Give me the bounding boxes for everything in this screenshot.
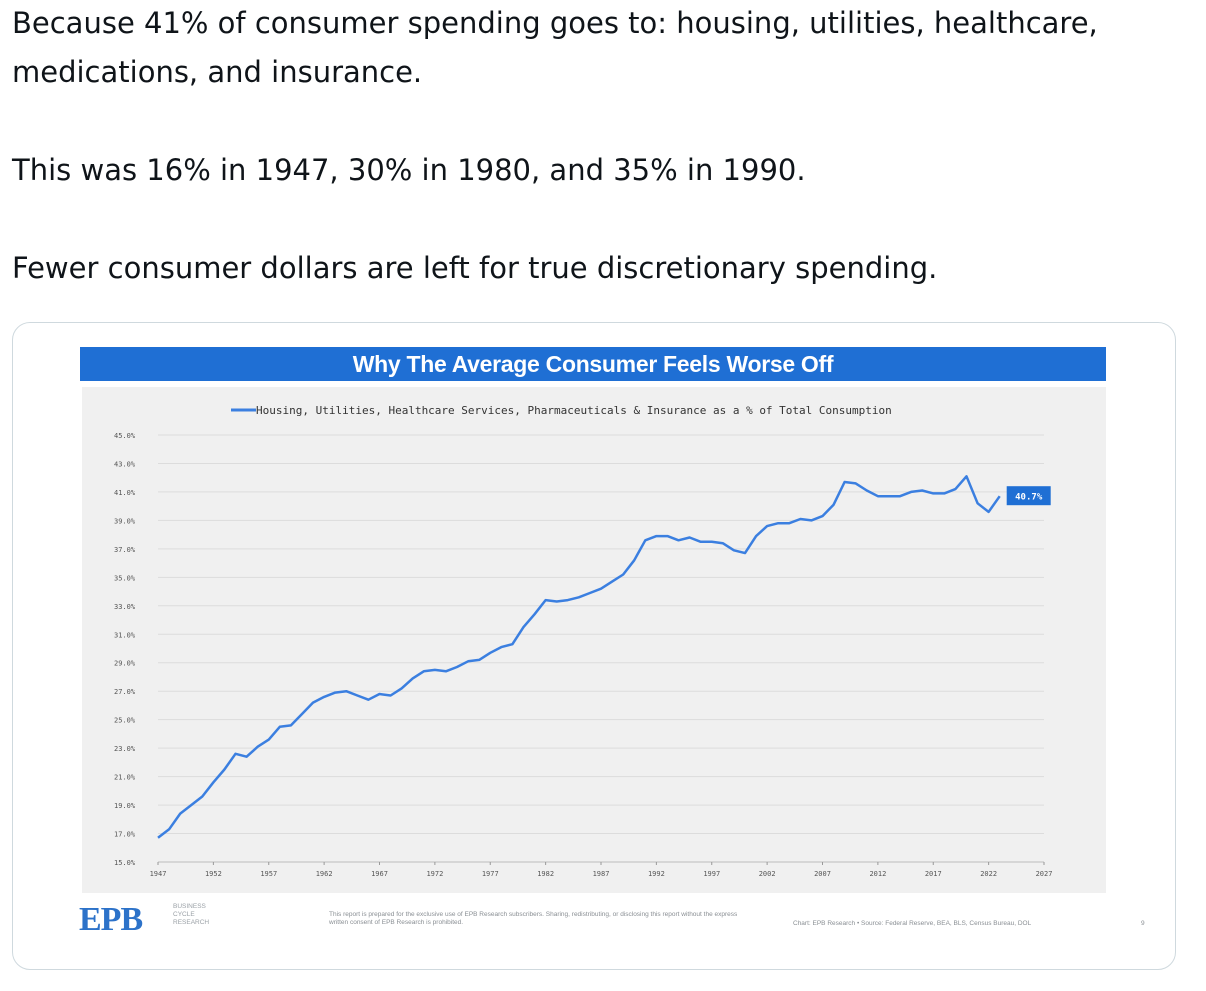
source-text: Chart: EPB Research • Source: Federal Re… xyxy=(793,920,1032,927)
y-tick-label: 41.0% xyxy=(114,489,136,497)
x-tick-label: 1977 xyxy=(482,870,499,878)
x-tick-label: 2017 xyxy=(925,870,942,878)
epb-logo: EPB xyxy=(79,901,143,938)
x-tick-label: 1947 xyxy=(150,870,167,878)
y-tick-label: 33.0% xyxy=(114,603,136,611)
series-line xyxy=(157,475,1001,839)
chart-panel xyxy=(82,387,1106,893)
x-tick-label: 1957 xyxy=(260,870,277,878)
y-tick-label: 21.0% xyxy=(114,774,136,782)
epb-logo-subtitle: BUSINESS CYCLE RESEARCH xyxy=(173,903,209,927)
y-tick-label: 27.0% xyxy=(114,688,136,696)
y-tick-label: 19.0% xyxy=(114,802,136,810)
end-label-box xyxy=(1006,486,1051,506)
y-tick-label: 31.0% xyxy=(114,631,136,639)
y-tick-label: 17.0% xyxy=(114,831,136,839)
y-tick-label: 45.0% xyxy=(114,432,136,440)
x-tick-label: 1982 xyxy=(537,870,554,878)
line-chart: 15.0% 17.0% 19.0% 21.0% 23.0% 25.0% 27.0% 29.0%… xyxy=(114,404,1053,878)
y-tick-label: 23.0% xyxy=(114,745,136,753)
tweet-paragraph-3: Fewer consumer dollars are left for true… xyxy=(12,251,938,285)
logo-sub-line: RESEARCH xyxy=(173,919,210,926)
y-tick-label: 35.0% xyxy=(114,574,136,582)
y-tick-label: 43.0% xyxy=(114,460,136,468)
y-tick-label: 29.0% xyxy=(114,660,136,668)
media-card[interactable]: Why The Average Consumer Feels Worse Off… xyxy=(12,322,1176,970)
page-number: 9 xyxy=(1141,920,1145,927)
tweet-paragraph-1: Because 41% of consumer spending goes to… xyxy=(12,6,1098,89)
logo-sub-line: CYCLE xyxy=(173,911,195,918)
x-tick-label: 1962 xyxy=(316,870,333,878)
tweet-text: Because 41% of consumer spending goes to… xyxy=(12,0,1192,342)
x-tick-label: 2002 xyxy=(759,870,776,878)
y-tick-label: 39.0% xyxy=(114,517,136,525)
disclaimer-text: This report is prepared for the exclusiv… xyxy=(329,911,738,926)
x-tick-label: 1972 xyxy=(426,870,443,878)
x-tick-label: 2012 xyxy=(869,870,886,878)
y-tick-label: 15.0% xyxy=(114,859,136,867)
x-tick-label: 1992 xyxy=(648,870,665,878)
legend-label: Housing, Utilities, Healthcare Services,… xyxy=(256,404,892,417)
y-tick-label: 37.0% xyxy=(114,546,136,554)
x-tick-label: 2022 xyxy=(980,870,997,878)
x-tick-label: 1967 xyxy=(371,870,388,878)
logo-sub-line: BUSINESS xyxy=(173,903,206,910)
x-tick-label: 2027 xyxy=(1036,870,1053,878)
x-tick-label: 1952 xyxy=(205,870,222,878)
end-value-label: 40.7% xyxy=(1015,493,1043,503)
x-tick-label: 1987 xyxy=(593,870,610,878)
y-tick-label: 25.0% xyxy=(114,717,136,725)
tweet-paragraph-2: This was 16% in 1947, 30% in 1980, and 3… xyxy=(12,153,806,187)
x-tick-label: 1997 xyxy=(703,870,720,878)
x-tick-label: 2007 xyxy=(814,870,831,878)
chart-title-banner: Why The Average Consumer Feels Worse Off xyxy=(80,347,1106,381)
